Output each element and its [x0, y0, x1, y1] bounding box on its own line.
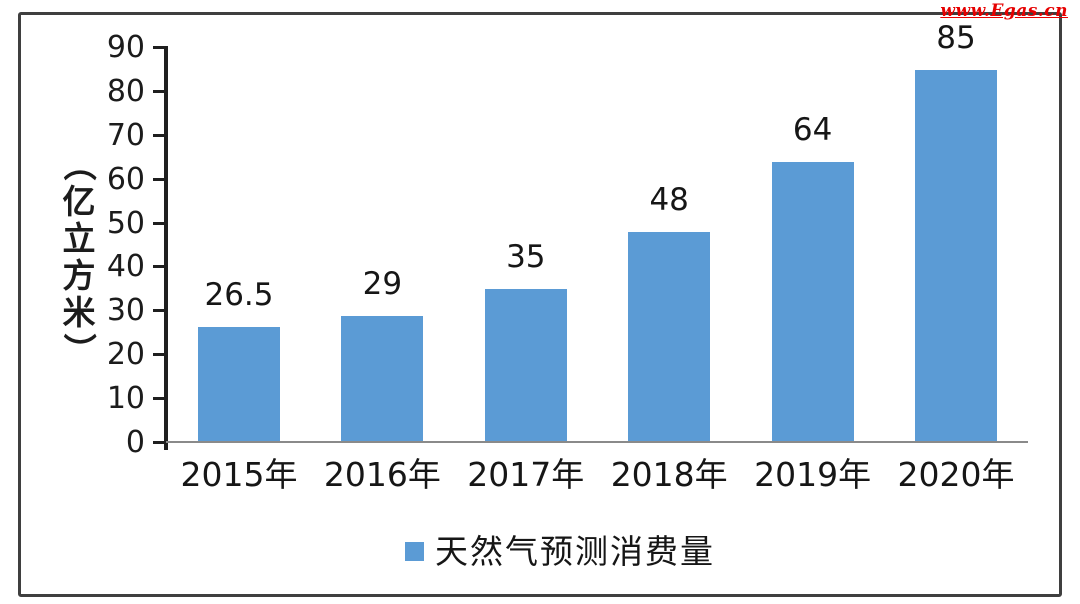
- x-axis-tick-label: 2020年: [897, 455, 1015, 494]
- bar: [484, 289, 567, 443]
- y-axis-title-char: 米: [62, 293, 96, 332]
- y-axis-tick: [153, 89, 166, 93]
- y-axis-title-char: ）: [59, 333, 99, 366]
- bar-value-label: 64: [792, 112, 833, 148]
- x-axis-tick-label: 2018年: [610, 455, 728, 494]
- legend-swatch: [405, 542, 424, 561]
- chart-border-frame: [18, 12, 1062, 597]
- legend-label: 天然气预测消费量: [435, 532, 715, 571]
- x-axis-tick-label: 2019年: [754, 455, 872, 494]
- y-axis-title-char: 立: [62, 219, 96, 258]
- y-axis-tick: [153, 133, 166, 137]
- watermark: www.Egas.cn: [940, 1, 1068, 21]
- y-axis-tick-label: 30: [106, 293, 145, 329]
- y-axis-line: [164, 46, 168, 450]
- y-axis-tick: [153, 221, 166, 225]
- x-axis-line: [164, 441, 1028, 443]
- y-axis-tick: [153, 177, 166, 181]
- y-axis-title: （亿立方米）: [58, 146, 100, 368]
- y-axis-tick-label: 40: [106, 249, 145, 285]
- bar-value-label: 85: [936, 20, 976, 56]
- y-axis-tick: [153, 265, 166, 269]
- bar-value-label: 48: [649, 182, 689, 218]
- y-axis-tick-label: 50: [106, 205, 145, 241]
- y-axis-tick-label: 80: [106, 73, 145, 109]
- y-axis-tick-label: 60: [106, 161, 145, 197]
- y-axis-tick-label: 70: [106, 117, 145, 153]
- bar: [198, 327, 280, 443]
- y-axis-title-char: 亿: [62, 182, 96, 221]
- bar: [771, 162, 854, 443]
- y-axis-tick: [153, 353, 166, 357]
- y-axis-tick: [153, 441, 166, 444]
- y-axis-tick-label: 0: [125, 425, 145, 460]
- y-axis-tick-label: 20: [106, 337, 145, 373]
- y-axis-tick: [153, 397, 166, 401]
- bar-value-label: 35: [506, 239, 546, 275]
- y-axis-tick: [153, 309, 166, 313]
- x-axis-tick-label: 2015年: [180, 455, 298, 494]
- bar: [628, 232, 711, 443]
- x-axis-tick-label: 2017年: [467, 455, 585, 494]
- bar: [341, 316, 424, 443]
- bar-value-label: 29: [362, 266, 403, 302]
- y-axis-tick-label: 10: [106, 381, 145, 417]
- bar: [915, 70, 997, 443]
- y-axis-tick: [153, 46, 166, 49]
- bar-value-label: 26.5: [204, 277, 274, 313]
- x-axis-tick-label: 2016年: [323, 455, 441, 494]
- legend: 天然气预测消费量: [405, 533, 715, 571]
- y-axis-tick-label: 90: [106, 30, 145, 65]
- y-axis-title-char: （: [59, 148, 99, 181]
- y-axis-title-char: 方: [62, 256, 96, 295]
